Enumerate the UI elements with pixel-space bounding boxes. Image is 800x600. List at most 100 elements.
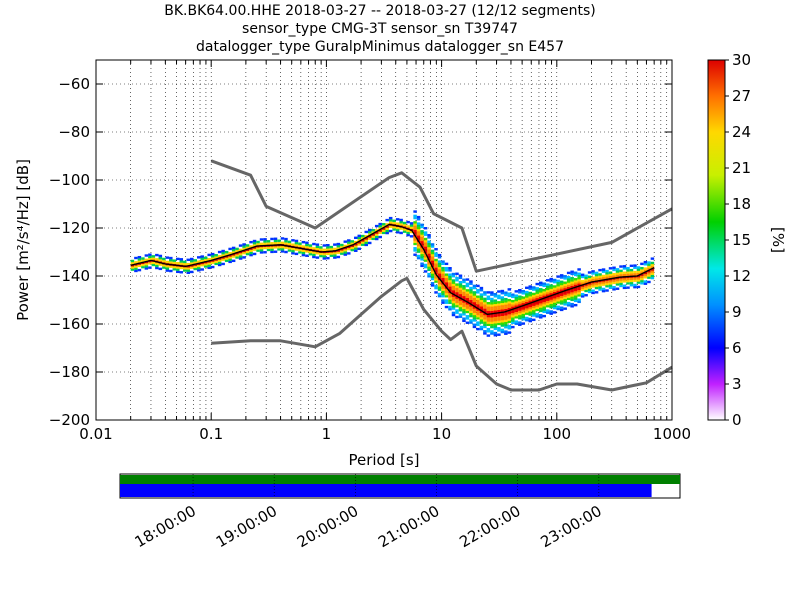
heatmap-cell: [441, 273, 445, 276]
heatmap-cell: [622, 280, 627, 283]
heatmap-cell: [476, 323, 480, 326]
heatmap-cell: [224, 253, 229, 256]
heatmap-cell: [367, 230, 372, 234]
heatmap-cell: [612, 281, 616, 285]
heatmap-cell: [462, 280, 466, 284]
heatmap-cell: [224, 257, 229, 260]
heatmap-cell: [483, 323, 487, 326]
heatmap-cell: [203, 265, 208, 268]
heatmap-cell: [259, 242, 264, 245]
heatmap-cell: [549, 305, 553, 309]
heatmap-cell: [528, 293, 533, 297]
heatmap-cell: [490, 302, 494, 305]
heatmap-cell: [629, 277, 634, 280]
heatmap-cell: [413, 214, 417, 218]
heatmap-cell: [633, 264, 637, 267]
heatmap-cell: [427, 234, 431, 237]
mode-line: [130, 223, 655, 316]
heatmap-cell: [448, 275, 452, 279]
heatmap-cell: [294, 244, 299, 247]
heatmap-cell: [217, 261, 222, 265]
heatmap-cell: [284, 250, 288, 254]
heatmap-cell: [521, 292, 526, 295]
heatmap-cell: [385, 218, 389, 222]
heatmap-cell: [535, 293, 539, 297]
heatmap-cell: [504, 306, 508, 310]
heatmap-cell: [521, 298, 526, 302]
heatmap-cell: [441, 266, 445, 270]
heatmap-cell: [511, 312, 515, 316]
heatmap-cell: [514, 294, 519, 297]
heatmap-cell: [538, 294, 543, 297]
heatmap-cell: [647, 274, 651, 277]
heatmap-cell: [584, 287, 588, 290]
heatmap-cell: [333, 256, 337, 259]
heatmap-cell: [151, 261, 156, 265]
heatmap-cell: [587, 275, 592, 279]
heatmap-cell: [493, 316, 498, 320]
heatmap-cell: [535, 302, 539, 305]
heatmap-cell: [374, 229, 379, 232]
heatmap-cell: [472, 312, 477, 316]
heatmap-cell: [556, 307, 560, 311]
heatmap-cell: [399, 223, 403, 226]
heatmap-cell: [490, 315, 494, 318]
heatmap-cell: [329, 248, 334, 251]
heatmap-cell: [490, 319, 494, 322]
heatmap-cell: [336, 249, 341, 252]
heatmap-cell: [538, 283, 543, 287]
heatmap-cell: [322, 255, 327, 258]
heatmap-cell: [469, 293, 473, 296]
heatmap-cell: [626, 282, 630, 285]
heatmap-cell: [134, 265, 138, 268]
axes: 0.01 0.1 1 10 100 1000 −200 −180 −160 −140 −120 −10…: [49, 60, 691, 443]
heatmap-cell: [301, 249, 306, 253]
heatmap-cell: [479, 314, 484, 318]
heatmap-cell: [542, 288, 546, 292]
heatmap-cell: [434, 254, 438, 257]
heatmap-cell: [141, 259, 145, 262]
heatmap-cell: [340, 248, 344, 251]
heatmap-cell: [525, 295, 529, 298]
heatmap-cell: [532, 292, 536, 296]
heatmap-cell: [252, 239, 257, 243]
heatmap-cell: [504, 308, 508, 312]
heatmap-cell: [361, 239, 365, 242]
colorbar-tick-label: 27: [732, 87, 751, 105]
heatmap-cell: [465, 302, 470, 305]
heatmap-cell: [186, 267, 191, 270]
heatmap-cell: [525, 293, 529, 296]
heatmap-cell: [315, 247, 320, 251]
heatmap-cell: [176, 266, 180, 269]
heatmap-cell: [528, 306, 533, 310]
heatmap-cell: [416, 228, 421, 232]
heatmap-cell: [291, 249, 295, 253]
heatmap-cell: [490, 321, 494, 324]
heatmap-cell: [490, 332, 494, 335]
heatmap-cell: [518, 304, 522, 307]
heatmap-cell: [490, 297, 494, 301]
heatmap-cell: [326, 246, 330, 249]
heatmap-cell: [580, 293, 585, 296]
heatmap-cell: [629, 279, 634, 283]
heatmap-cell: [577, 287, 581, 291]
heatmap-cell: [451, 294, 456, 297]
heatmap-cell: [430, 258, 435, 261]
heatmap-cell: [451, 311, 456, 315]
heatmap-cell: [479, 319, 484, 322]
colorbar-tick-label: 3: [732, 375, 742, 393]
heatmap-cell: [451, 296, 456, 299]
heatmap-cell: [231, 251, 236, 254]
heatmap-cell: [441, 260, 445, 263]
heatmap-cell: [504, 304, 508, 307]
heatmap-cell: [465, 297, 470, 301]
heatmap-cell: [196, 264, 201, 268]
heatmap-cell: [570, 294, 574, 297]
heatmap-cell: [256, 247, 260, 250]
heatmap-cell: [444, 284, 449, 287]
heatmap-cell: [361, 241, 365, 244]
heatmap-cell: [549, 280, 553, 283]
heatmap-cell: [406, 231, 410, 235]
heatmap-cell: [148, 266, 152, 269]
